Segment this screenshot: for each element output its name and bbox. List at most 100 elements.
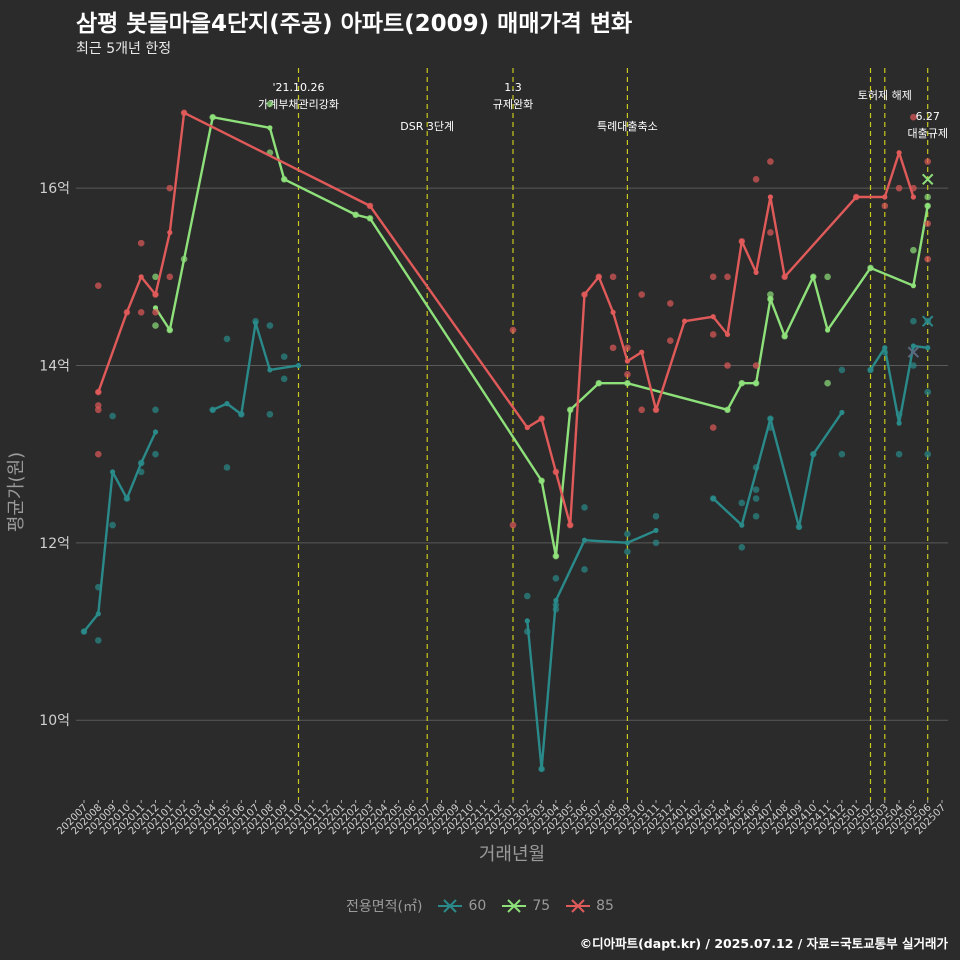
series-vertex-75	[152, 305, 159, 311]
series-vertex-75	[753, 380, 759, 386]
series-vertex-60	[896, 420, 902, 426]
series-vertex-75	[739, 380, 745, 386]
series-vertex-85	[138, 274, 144, 280]
series-vertex-75	[267, 125, 273, 131]
event-annotation: 대출규제	[907, 127, 947, 140]
series-vertex-85	[767, 194, 774, 200]
series-vertex-85	[167, 229, 173, 236]
data-point-60	[109, 412, 116, 420]
series-vertex-60	[138, 460, 144, 466]
data-point-75	[152, 273, 159, 281]
data-point-60	[266, 322, 274, 329]
data-point-85	[910, 113, 917, 121]
series-vertex-75	[553, 553, 559, 559]
series-vertex-85	[124, 309, 130, 315]
legend-key-60-icon	[438, 899, 463, 913]
series-vertex-60	[882, 345, 888, 351]
data-point-85	[924, 255, 931, 263]
data-point-60	[738, 499, 746, 507]
data-point-85	[166, 273, 174, 281]
data-point-85	[624, 371, 631, 378]
series-vertex-85	[724, 331, 731, 338]
data-point-85	[95, 282, 102, 289]
data-point-60	[266, 410, 274, 418]
series-vertex-60	[238, 411, 244, 417]
series-vertex-75	[925, 203, 931, 209]
data-point-75	[266, 100, 274, 108]
y-tick-label: 16억	[39, 181, 70, 197]
data-point-60	[152, 450, 159, 458]
data-point-60	[738, 543, 746, 551]
series-vertex-75	[367, 215, 373, 221]
y-tick-label: 12억	[39, 536, 70, 552]
data-point-60	[910, 362, 917, 369]
series-line-75	[154, 116, 929, 558]
legend-label-75: 75	[532, 898, 551, 914]
data-point-60	[924, 388, 931, 396]
data-point-85	[638, 291, 645, 298]
series-vertex-60	[81, 628, 87, 635]
y-axis-title: 평균가(원)	[6, 452, 27, 532]
series-vertex-85	[367, 203, 373, 209]
series-vertex-85	[553, 469, 559, 475]
data-point-85	[881, 202, 889, 210]
series-line-85	[97, 111, 915, 527]
series-vertex-75	[596, 380, 602, 386]
source-caption: ©디아파트(dapt.kr) / 2025.07.12 / 자료=국토교통부 실…	[579, 936, 948, 951]
series-vertex-85	[910, 194, 917, 200]
data-point-60	[838, 366, 846, 374]
latest-marker-60	[907, 346, 920, 358]
data-point-60	[524, 592, 531, 600]
series-vertex-60	[152, 429, 159, 435]
series-vertex-85	[95, 389, 101, 395]
data-point-85	[137, 239, 145, 247]
event-annotation: 6.27	[915, 110, 940, 123]
data-point-60	[95, 637, 102, 644]
data-point-85	[667, 300, 674, 307]
data-point-85	[166, 184, 174, 192]
data-point-85	[624, 344, 631, 352]
data-point-85	[638, 406, 645, 414]
series-vertex-85	[739, 238, 745, 244]
series-vertex-85	[596, 274, 602, 280]
data-point-60	[152, 406, 159, 414]
data-point-60	[910, 317, 917, 325]
series-vertex-75	[167, 327, 173, 333]
series-vertex-60	[253, 320, 259, 326]
data-point-60	[552, 575, 560, 582]
data-point-75	[924, 193, 931, 201]
series-vertex-85	[782, 274, 788, 280]
data-point-60	[752, 495, 760, 502]
data-point-60	[752, 486, 760, 493]
series-vertex-60	[553, 597, 559, 604]
data-point-75	[824, 379, 831, 387]
latest-marker-75	[921, 173, 934, 185]
data-point-85	[895, 184, 903, 192]
series-vertex-60	[524, 618, 530, 624]
series-vertex-60	[267, 367, 273, 373]
series-vertex-60	[796, 524, 802, 530]
series-vertex-75	[910, 283, 917, 289]
data-point-60	[109, 521, 116, 529]
series-vertex-85	[653, 407, 659, 413]
latest-marker-60	[921, 315, 934, 327]
data-point-85	[95, 406, 102, 414]
data-point-85	[724, 362, 731, 369]
event-annotation: DSR 3단계	[400, 120, 454, 133]
series-vertex-75	[825, 327, 831, 333]
data-point-60	[581, 566, 588, 573]
event-annotation: 가계부채관리강화	[258, 98, 339, 111]
series-vertex-75	[724, 407, 731, 413]
series-vertex-85	[181, 110, 187, 116]
series-vertex-60	[910, 343, 917, 349]
series-vertex-75	[767, 296, 774, 302]
series-vertex-60	[767, 416, 774, 422]
data-point-85	[667, 337, 674, 344]
data-point-60	[624, 548, 631, 556]
data-point-85	[724, 273, 731, 281]
series-vertex-85	[639, 349, 645, 355]
data-point-60	[924, 450, 931, 458]
series-vertex-85	[624, 358, 631, 364]
legend-item-60: 60	[436, 896, 486, 916]
series-vertex-85	[152, 291, 159, 298]
